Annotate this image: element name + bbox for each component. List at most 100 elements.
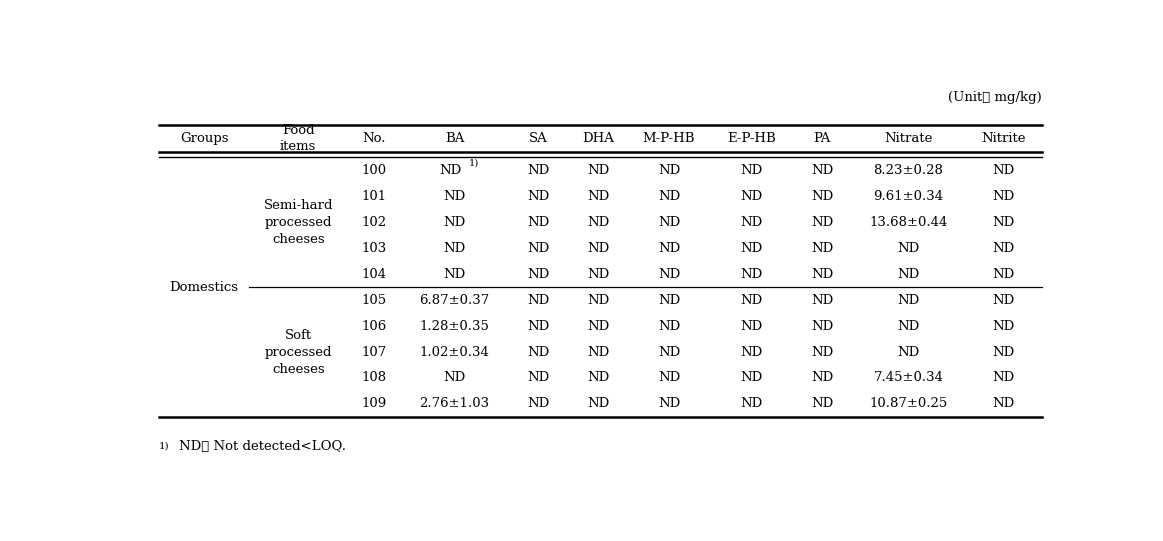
Text: ND: ND xyxy=(658,268,680,281)
Text: 2.76±1.03: 2.76±1.03 xyxy=(420,398,490,411)
Text: ND: ND xyxy=(740,190,762,203)
Text: ND: ND xyxy=(587,268,609,281)
Text: ND: ND xyxy=(898,346,920,359)
Text: ND: ND xyxy=(898,320,920,333)
Text: ND: ND xyxy=(587,398,609,411)
Text: ND: ND xyxy=(527,372,549,385)
Text: ND: ND xyxy=(811,320,833,333)
Text: ND: ND xyxy=(587,242,609,255)
Text: ND: ND xyxy=(992,216,1015,229)
Text: ND: ND xyxy=(658,346,680,359)
Text: Groups: Groups xyxy=(180,132,228,145)
Text: ND: ND xyxy=(658,320,680,333)
Text: ND: ND xyxy=(527,346,549,359)
Text: ND: ND xyxy=(740,398,762,411)
Text: ND: ND xyxy=(438,164,462,177)
Text: ND: ND xyxy=(443,242,465,255)
Text: ND: ND xyxy=(443,190,465,203)
Text: 107: 107 xyxy=(362,346,386,359)
Text: Domestics: Domestics xyxy=(170,281,238,294)
Text: ND： Not detected<LOQ.: ND： Not detected<LOQ. xyxy=(179,440,345,453)
Text: BA: BA xyxy=(444,132,464,145)
Text: ND: ND xyxy=(811,346,833,359)
Text: ND: ND xyxy=(587,320,609,333)
Text: ND: ND xyxy=(587,164,609,177)
Text: ND: ND xyxy=(992,320,1015,333)
Text: ND: ND xyxy=(992,164,1015,177)
Text: ND: ND xyxy=(658,398,680,411)
Text: E-P-HB: E-P-HB xyxy=(727,132,776,145)
Text: DHA: DHA xyxy=(582,132,614,145)
Text: ND: ND xyxy=(811,268,833,281)
Text: ND: ND xyxy=(658,294,680,307)
Text: ND: ND xyxy=(740,320,762,333)
Text: 1): 1) xyxy=(469,158,479,167)
Text: 1): 1) xyxy=(159,442,170,451)
Text: 106: 106 xyxy=(362,320,386,333)
Text: Nitrite: Nitrite xyxy=(982,132,1026,145)
Text: 108: 108 xyxy=(362,372,386,385)
Text: ND: ND xyxy=(587,216,609,229)
Text: ND: ND xyxy=(992,372,1015,385)
Text: 8.23±0.28: 8.23±0.28 xyxy=(873,164,943,177)
Text: ND: ND xyxy=(658,164,680,177)
Text: ND: ND xyxy=(443,268,465,281)
Text: 103: 103 xyxy=(362,242,386,255)
Text: ND: ND xyxy=(527,216,549,229)
Text: ND: ND xyxy=(527,398,549,411)
Text: ND: ND xyxy=(992,190,1015,203)
Text: ND: ND xyxy=(992,398,1015,411)
Text: 1.28±0.35: 1.28±0.35 xyxy=(420,320,490,333)
Text: ND: ND xyxy=(527,320,549,333)
Text: ND: ND xyxy=(811,372,833,385)
Text: 100: 100 xyxy=(362,164,386,177)
Text: 7.45±0.34: 7.45±0.34 xyxy=(873,372,943,385)
Text: ND: ND xyxy=(587,372,609,385)
Text: ND: ND xyxy=(898,268,920,281)
Text: SA: SA xyxy=(529,132,548,145)
Text: ND: ND xyxy=(992,242,1015,255)
Text: ND: ND xyxy=(811,164,833,177)
Text: ND: ND xyxy=(992,346,1015,359)
Text: Semi-hard
processed
cheeses: Semi-hard processed cheeses xyxy=(264,199,333,246)
Text: ND: ND xyxy=(811,398,833,411)
Text: ND: ND xyxy=(898,242,920,255)
Text: ND: ND xyxy=(740,242,762,255)
Text: ND: ND xyxy=(443,216,465,229)
Text: ND: ND xyxy=(587,294,609,307)
Text: 109: 109 xyxy=(362,398,386,411)
Text: ND: ND xyxy=(740,268,762,281)
Text: 104: 104 xyxy=(362,268,386,281)
Text: No.: No. xyxy=(362,132,386,145)
Text: ND: ND xyxy=(740,372,762,385)
Text: ND: ND xyxy=(527,294,549,307)
Text: ND: ND xyxy=(527,242,549,255)
Text: ND: ND xyxy=(740,346,762,359)
Text: M-P-HB: M-P-HB xyxy=(643,132,695,145)
Text: ND: ND xyxy=(811,294,833,307)
Text: ND: ND xyxy=(811,242,833,255)
Text: ND: ND xyxy=(658,190,680,203)
Text: 101: 101 xyxy=(362,190,386,203)
Text: PA: PA xyxy=(813,132,830,145)
Text: Soft
processed
cheeses: Soft processed cheeses xyxy=(264,328,331,375)
Text: 10.87±0.25: 10.87±0.25 xyxy=(870,398,948,411)
Text: ND: ND xyxy=(658,216,680,229)
Text: ND: ND xyxy=(992,268,1015,281)
Text: Nitrate: Nitrate xyxy=(884,132,933,145)
Text: ND: ND xyxy=(527,268,549,281)
Text: 13.68±0.44: 13.68±0.44 xyxy=(869,216,948,229)
Text: ND: ND xyxy=(658,372,680,385)
Text: ND: ND xyxy=(527,164,549,177)
Text: ND: ND xyxy=(587,190,609,203)
Text: ND: ND xyxy=(443,372,465,385)
Text: ND: ND xyxy=(587,346,609,359)
Text: ND: ND xyxy=(527,190,549,203)
Text: ND: ND xyxy=(740,216,762,229)
Text: 102: 102 xyxy=(362,216,386,229)
Text: ND: ND xyxy=(740,294,762,307)
Text: (Unit： mg/kg): (Unit： mg/kg) xyxy=(949,91,1042,104)
Text: 105: 105 xyxy=(362,294,386,307)
Text: 6.87±0.37: 6.87±0.37 xyxy=(420,294,490,307)
Text: ND: ND xyxy=(811,216,833,229)
